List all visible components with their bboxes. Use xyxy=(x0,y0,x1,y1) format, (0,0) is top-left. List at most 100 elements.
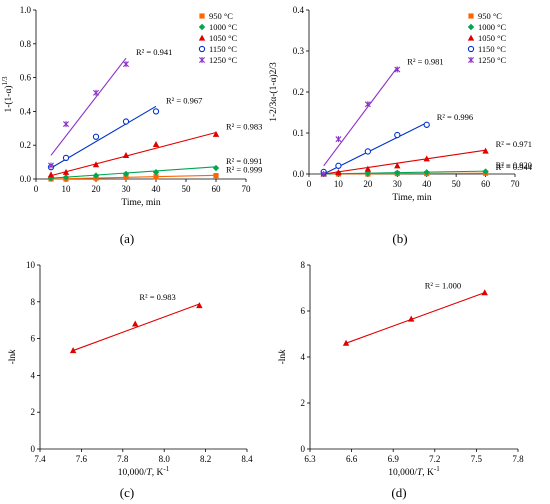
y-tick-label: 1.0 xyxy=(20,5,32,15)
x-axis-label: Time, min xyxy=(392,193,431,203)
data-point xyxy=(47,171,55,178)
y-tick-label: 0.4 xyxy=(20,106,32,116)
x-tick-label: 10 xyxy=(62,184,72,194)
fit-line xyxy=(323,170,486,175)
y-tick-label: 0.2 xyxy=(20,140,31,150)
r-squared-label: R² = 0.981 xyxy=(407,56,443,66)
data-point xyxy=(482,168,489,175)
x-tick-label: 7.5 xyxy=(471,454,483,464)
y-tick-label: 0.0 xyxy=(293,169,305,179)
fit-line xyxy=(50,57,127,156)
x-tick-label: 60 xyxy=(481,179,491,189)
x-tick-label: 8.0 xyxy=(159,454,171,464)
data-point xyxy=(62,174,70,181)
series-1250: R² = 0.981 xyxy=(320,56,444,177)
y-tick-label: 0 xyxy=(301,444,306,454)
x-tick-label: 7.8 xyxy=(512,454,524,464)
x-tick-label: 6.9 xyxy=(388,454,400,464)
data-point xyxy=(122,118,130,125)
y-tick-label: 4 xyxy=(301,352,306,362)
y-tick-label: 0.3 xyxy=(293,46,305,56)
fit-line xyxy=(345,292,485,344)
legend-entry: 1050 °C xyxy=(209,33,238,43)
x-tick-label: 6.3 xyxy=(304,454,316,464)
series-1000: R² = 0.991 xyxy=(47,156,262,182)
y-tick-label: 2 xyxy=(31,407,36,417)
legend-entry: 1050 °C xyxy=(478,33,507,43)
r-squared-label: R² = 0.996 xyxy=(437,112,473,122)
legend-entry: 1250 °C xyxy=(209,55,238,65)
fit-line xyxy=(50,174,217,180)
fit-line xyxy=(50,166,217,179)
data-point xyxy=(423,121,430,128)
x-tick-label: 60 xyxy=(212,184,222,194)
legend-entry: 1000 °C xyxy=(478,22,507,32)
y-tick-label: 0.4 xyxy=(293,5,305,15)
y-tick-label: 2 xyxy=(301,398,306,408)
fit-line xyxy=(50,131,217,177)
legend-marker xyxy=(467,45,475,53)
data-point xyxy=(196,302,203,309)
series-1150: R² = 0.967 xyxy=(47,95,202,171)
series-0: R² = 1.000 xyxy=(342,281,488,346)
data-point xyxy=(481,289,488,296)
chart-panel-d: 6.3 6.6 6.9 7.2 7.5 7.8 0 2 4 6 8 10,000/T, K-1 -lnk… xyxy=(278,260,524,500)
y-tick-label: 6 xyxy=(301,306,306,316)
panel-label: (a) xyxy=(120,231,134,246)
data-point xyxy=(423,169,430,176)
x-tick-label: 40 xyxy=(152,184,162,194)
data-point xyxy=(152,140,160,147)
x-tick-label: 40 xyxy=(422,179,432,189)
data-point xyxy=(47,174,55,182)
data-point xyxy=(394,162,401,169)
r-squared-label: R² = 0.944 xyxy=(496,162,533,172)
data-point xyxy=(62,168,70,175)
data-point xyxy=(153,174,159,180)
x-axis-label: 10,000/T, K-1 xyxy=(388,465,440,478)
x-tick-label: 20 xyxy=(92,184,102,194)
data-point xyxy=(320,171,327,177)
series-1000: R² = 0.920 xyxy=(320,160,532,178)
x-tick-label: 70 xyxy=(242,184,252,194)
data-point xyxy=(364,148,372,155)
y-tick-label: 8 xyxy=(31,297,36,307)
data-point xyxy=(152,108,160,115)
data-point xyxy=(482,147,489,154)
data-point xyxy=(335,168,342,175)
x-tick-label: 50 xyxy=(452,179,462,189)
y-tick-label: 0.0 xyxy=(20,174,32,184)
data-point xyxy=(123,174,129,180)
series-1050: R² = 0.971 xyxy=(320,139,532,177)
legend-marker xyxy=(468,13,474,19)
data-point xyxy=(92,172,100,179)
panel-label: (b) xyxy=(392,231,407,246)
x-tick-label: 8.4 xyxy=(241,454,253,464)
legend-marker xyxy=(198,45,206,53)
y-tick-label: 0.6 xyxy=(20,73,32,83)
x-tick-label: 7.8 xyxy=(117,454,129,464)
x-tick-label: 30 xyxy=(122,184,132,194)
legend-marker xyxy=(199,57,205,63)
series-1050: R² = 0.983 xyxy=(47,122,262,178)
legend-marker xyxy=(467,34,475,41)
data-point xyxy=(335,162,342,169)
data-point xyxy=(62,154,70,162)
data-point xyxy=(394,66,401,73)
fit-line xyxy=(72,303,200,352)
data-point xyxy=(408,315,415,322)
data-point xyxy=(93,89,99,96)
x-tick-label: 20 xyxy=(363,179,373,189)
data-point xyxy=(342,339,350,346)
fit-line xyxy=(323,149,486,175)
y-tick-label: 0 xyxy=(31,444,36,454)
x-tick-label: 0 xyxy=(34,184,39,194)
data-point xyxy=(364,101,371,108)
series-1250: R² = 0.941 xyxy=(48,47,172,169)
data-point xyxy=(213,173,219,179)
legend-entry: 1150 °C xyxy=(209,44,237,54)
chart-panel-c: 7.4 7.6 7.8 8.0 8.2 8.4 0 2 4 6 8 10 10,000/T, K-1 -l… xyxy=(8,260,253,500)
data-point xyxy=(394,169,401,176)
